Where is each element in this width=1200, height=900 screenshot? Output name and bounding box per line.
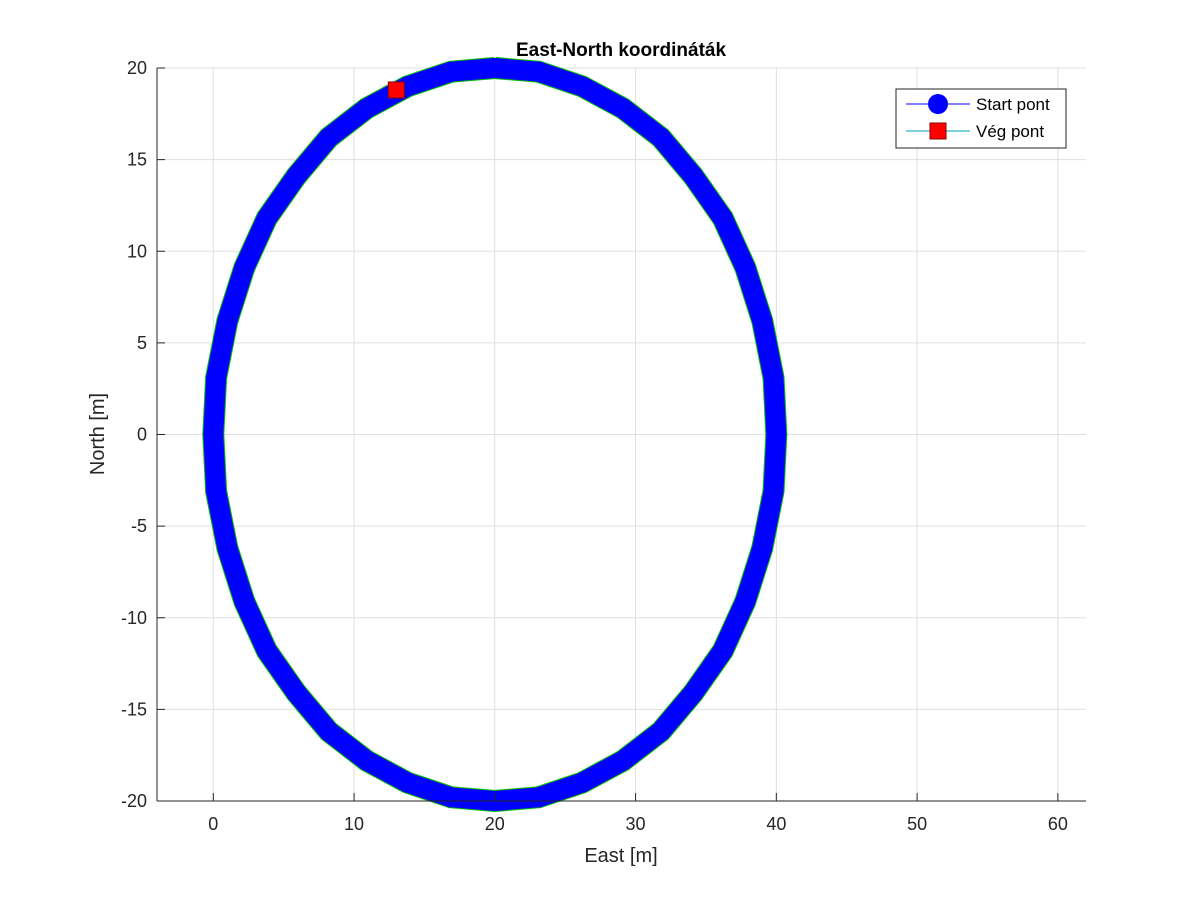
trajectory-point: [763, 367, 784, 388]
trajectory-point: [203, 424, 224, 445]
x-tick-label: 10: [344, 814, 364, 834]
trajectory-point: [206, 481, 227, 502]
trajectory-point: [735, 591, 756, 612]
trajectory-point: [650, 721, 671, 742]
trajectory-point: [683, 682, 704, 703]
y-tick-label: -5: [131, 516, 147, 536]
y-tick-label: -15: [121, 699, 147, 719]
trajectory-point: [356, 98, 377, 119]
trajectory-point: [752, 310, 773, 331]
trajectory-point: [712, 640, 733, 661]
trajectory-point: [286, 682, 307, 703]
y-tick-label: 15: [127, 150, 147, 170]
trajectory-point: [735, 257, 756, 278]
trajectory-point: [650, 127, 671, 148]
trajectory-point: [763, 481, 784, 502]
x-tick-label: 40: [766, 814, 786, 834]
trajectory-point: [217, 538, 238, 559]
x-tick-label: 50: [907, 814, 927, 834]
y-ticks: -20 -15 -10 -5 0 5 10 15 20: [121, 58, 165, 811]
trajectory-point: [318, 721, 339, 742]
x-tick-label: 30: [626, 814, 646, 834]
end-point-marker: [387, 81, 405, 99]
trajectory-point: [318, 127, 339, 148]
legend-label-end: Vég pont: [976, 122, 1044, 141]
trajectory-point: [256, 640, 277, 661]
x-axis-label: East [m]: [584, 845, 657, 867]
trajectory-point: [356, 750, 377, 771]
trajectory-point: [441, 787, 462, 808]
trajectory-point: [766, 424, 787, 445]
trajectory-point: [397, 772, 418, 793]
trajectory-point: [286, 166, 307, 187]
legend: Start pont Vég pont: [895, 88, 1067, 149]
chart-title: East-North koordináták: [516, 40, 727, 61]
y-tick-label: 5: [137, 333, 147, 353]
trajectory-point: [217, 310, 238, 331]
trajectory-point: [572, 76, 593, 97]
y-tick-label: 20: [127, 58, 147, 78]
legend-marker-end: [929, 122, 947, 140]
trajectory-point: [484, 58, 505, 78]
trajectory-point: [528, 61, 549, 82]
trajectory-point: [612, 750, 633, 771]
trajectory-point: [256, 208, 277, 229]
y-tick-label: -10: [121, 608, 147, 628]
y-axis-label: North [m]: [87, 393, 109, 475]
trajectory-point: [712, 208, 733, 229]
trajectory-point: [441, 61, 462, 82]
trajectory-point: [206, 367, 227, 388]
x-tick-label: 60: [1048, 814, 1068, 834]
y-tick-label: -20: [121, 791, 147, 811]
plot-area: 0 10 20 30 40 50 60 -20 -15 -10 -5 0 5 10 15 20: [121, 57, 1086, 834]
trajectory-point: [234, 257, 255, 278]
trajectory-point: [528, 787, 549, 808]
trajectory-point: [752, 538, 773, 559]
x-ticks: 0 10 20 30 40 50 60: [208, 793, 1068, 834]
x-tick-label: 0: [208, 814, 218, 834]
trajectory-point: [683, 166, 704, 187]
trajectory-point: [612, 98, 633, 119]
legend-box: [895, 88, 1067, 149]
y-tick-label: 10: [127, 241, 147, 261]
y-tick-label: 0: [137, 425, 147, 445]
legend-label-start: Start pont: [976, 95, 1050, 114]
trajectory-point: [234, 591, 255, 612]
x-tick-label: 20: [485, 814, 505, 834]
legend-marker-start: [928, 94, 948, 114]
trajectory-point: [572, 772, 593, 793]
